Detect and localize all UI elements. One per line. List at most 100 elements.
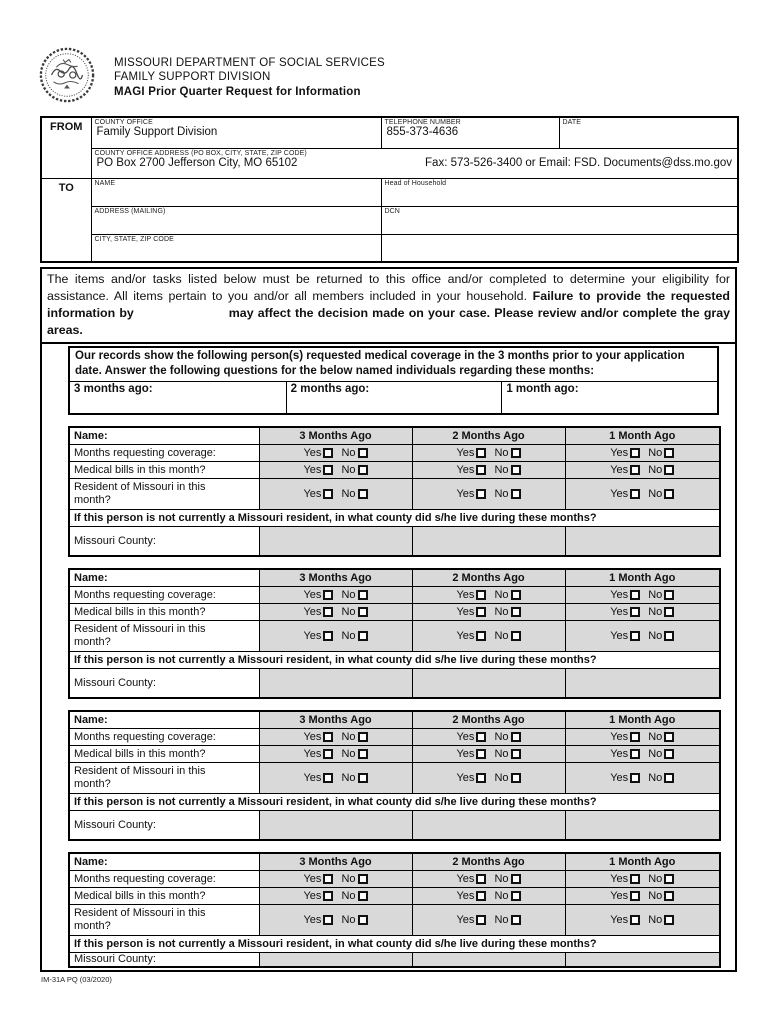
no-checkbox[interactable] bbox=[510, 914, 521, 925]
yes-checkbox[interactable] bbox=[630, 464, 641, 475]
no-checkbox[interactable] bbox=[664, 589, 675, 600]
three-months-ago-field[interactable]: 3 months ago: bbox=[74, 383, 153, 395]
no-checkbox[interactable] bbox=[510, 464, 521, 475]
no-checkbox[interactable] bbox=[357, 731, 368, 742]
telephone-cell[interactable]: TELEPHONE NUMBER 855-373-4636 bbox=[380, 116, 560, 149]
county-fill-cell[interactable] bbox=[564, 525, 721, 557]
county-fill-cell[interactable] bbox=[411, 951, 566, 968]
no-checkbox[interactable] bbox=[510, 748, 521, 759]
no-checkbox[interactable] bbox=[664, 488, 675, 499]
no-checkbox[interactable] bbox=[510, 873, 521, 884]
yes-checkbox[interactable] bbox=[476, 914, 487, 925]
no-checkbox[interactable] bbox=[664, 447, 675, 458]
yes-checkbox[interactable] bbox=[630, 589, 641, 600]
person-name-field[interactable]: Name: bbox=[68, 852, 260, 871]
no-checkbox[interactable] bbox=[357, 464, 368, 475]
return-date-blank-field[interactable] bbox=[134, 316, 229, 317]
one-month-ago-field[interactable]: 1 month ago: bbox=[501, 382, 717, 413]
city-state-zip-field[interactable]: CITY, STATE, ZIP CODE bbox=[90, 233, 382, 263]
person-name-field[interactable]: Name: bbox=[68, 568, 260, 587]
no-checkbox[interactable] bbox=[664, 464, 675, 475]
county-fill-cell[interactable] bbox=[258, 525, 413, 557]
no-checkbox[interactable] bbox=[357, 630, 368, 641]
county-fill-cell[interactable] bbox=[258, 951, 413, 968]
no-checkbox[interactable] bbox=[357, 606, 368, 617]
date-cell[interactable]: DATE bbox=[558, 116, 739, 149]
yes-checkbox[interactable] bbox=[630, 731, 641, 742]
two-months-ago-field[interactable]: 2 months ago: bbox=[285, 382, 502, 413]
yes-checkbox[interactable] bbox=[630, 890, 641, 901]
dcn-field[interactable]: DCN bbox=[380, 205, 739, 235]
yes-checkbox[interactable] bbox=[323, 772, 334, 783]
yes-checkbox[interactable] bbox=[323, 488, 334, 499]
head-of-household-field[interactable]: Head of Household bbox=[380, 177, 739, 207]
yes-checkbox[interactable] bbox=[476, 630, 487, 641]
no-checkbox[interactable] bbox=[664, 630, 675, 641]
yes-checkbox[interactable] bbox=[630, 606, 641, 617]
yes-checkbox[interactable] bbox=[323, 890, 334, 901]
yes-checkbox[interactable] bbox=[476, 890, 487, 901]
yes-checkbox[interactable] bbox=[630, 748, 641, 759]
yes-checkbox[interactable] bbox=[630, 488, 641, 499]
no-checkbox[interactable] bbox=[664, 890, 675, 901]
yes-checkbox[interactable] bbox=[476, 606, 487, 617]
no-checkbox[interactable] bbox=[357, 873, 368, 884]
no-checkbox[interactable] bbox=[510, 488, 521, 499]
county-fill-cell[interactable] bbox=[411, 667, 566, 699]
no-checkbox[interactable] bbox=[664, 606, 675, 617]
no-checkbox[interactable] bbox=[357, 748, 368, 759]
no-checkbox[interactable] bbox=[510, 447, 521, 458]
county-office-address-cell[interactable]: COUNTY OFFICE ADDRESS (PO BOX, CITY, STA… bbox=[90, 147, 739, 179]
county-fill-cell[interactable] bbox=[411, 525, 566, 557]
no-checkbox[interactable] bbox=[664, 731, 675, 742]
no-checkbox[interactable] bbox=[357, 772, 368, 783]
no-checkbox[interactable] bbox=[664, 914, 675, 925]
yes-checkbox[interactable] bbox=[323, 464, 334, 475]
yes-checkbox[interactable] bbox=[630, 873, 641, 884]
no-checkbox[interactable] bbox=[357, 447, 368, 458]
no-checkbox[interactable] bbox=[510, 589, 521, 600]
no-checkbox[interactable] bbox=[510, 630, 521, 641]
county-fill-cell[interactable] bbox=[564, 951, 721, 968]
no-checkbox[interactable] bbox=[357, 589, 368, 600]
person-name-field[interactable]: Name: bbox=[68, 426, 260, 445]
yes-checkbox[interactable] bbox=[476, 464, 487, 475]
county-fill-cell[interactable] bbox=[411, 809, 566, 841]
yes-checkbox[interactable] bbox=[476, 731, 487, 742]
yes-checkbox[interactable] bbox=[476, 488, 487, 499]
no-checkbox[interactable] bbox=[357, 914, 368, 925]
yes-checkbox[interactable] bbox=[630, 447, 641, 458]
yes-checkbox[interactable] bbox=[323, 606, 334, 617]
yes-checkbox[interactable] bbox=[323, 630, 334, 641]
no-checkbox[interactable] bbox=[664, 748, 675, 759]
yes-checkbox[interactable] bbox=[323, 914, 334, 925]
recipient-name-field[interactable]: NAME bbox=[90, 177, 382, 207]
mailing-address-field[interactable]: ADDRESS (MAILING) bbox=[90, 205, 382, 235]
county-fill-cell[interactable] bbox=[564, 809, 721, 841]
yes-checkbox[interactable] bbox=[323, 589, 334, 600]
yes-checkbox[interactable] bbox=[476, 772, 487, 783]
yes-checkbox[interactable] bbox=[476, 589, 487, 600]
no-checkbox[interactable] bbox=[357, 488, 368, 499]
yes-checkbox[interactable] bbox=[630, 772, 641, 783]
yes-checkbox[interactable] bbox=[323, 748, 334, 759]
no-checkbox[interactable] bbox=[510, 731, 521, 742]
yes-checkbox[interactable] bbox=[476, 447, 487, 458]
yes-checkbox[interactable] bbox=[476, 873, 487, 884]
no-checkbox[interactable] bbox=[510, 606, 521, 617]
person-name-field[interactable]: Name: bbox=[68, 710, 260, 729]
no-checkbox[interactable] bbox=[664, 772, 675, 783]
no-checkbox[interactable] bbox=[664, 873, 675, 884]
yes-checkbox[interactable] bbox=[323, 731, 334, 742]
yes-checkbox[interactable] bbox=[630, 914, 641, 925]
yes-checkbox[interactable] bbox=[476, 748, 487, 759]
county-fill-cell[interactable] bbox=[564, 667, 721, 699]
county-fill-cell[interactable] bbox=[258, 809, 413, 841]
no-checkbox[interactable] bbox=[357, 890, 368, 901]
county-office-cell[interactable]: COUNTY OFFICE Family Support Division bbox=[90, 116, 382, 149]
no-checkbox[interactable] bbox=[510, 772, 521, 783]
no-checkbox[interactable] bbox=[510, 890, 521, 901]
county-fill-cell[interactable] bbox=[258, 667, 413, 699]
yes-checkbox[interactable] bbox=[630, 630, 641, 641]
yes-checkbox[interactable] bbox=[323, 447, 334, 458]
